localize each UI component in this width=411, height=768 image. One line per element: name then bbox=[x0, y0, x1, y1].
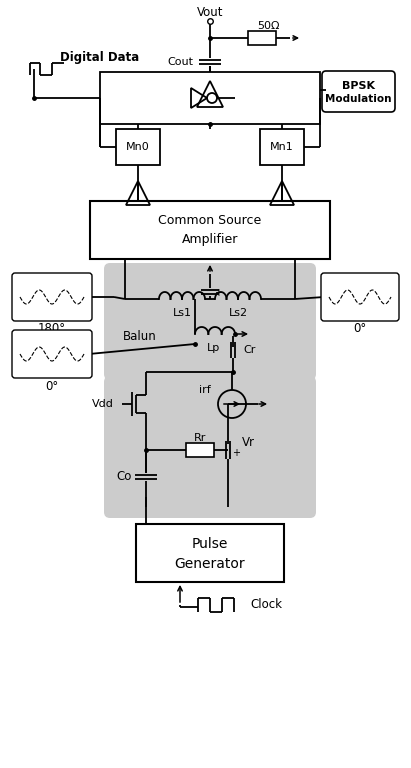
Bar bbox=[90, 201, 330, 259]
Text: 180°: 180° bbox=[38, 323, 66, 336]
Text: Clock: Clock bbox=[250, 598, 282, 611]
FancyBboxPatch shape bbox=[322, 71, 395, 112]
FancyBboxPatch shape bbox=[104, 263, 316, 380]
Text: Common Source: Common Source bbox=[158, 214, 262, 227]
Text: Mn0: Mn0 bbox=[126, 142, 150, 152]
Text: Digital Data: Digital Data bbox=[60, 51, 139, 64]
Text: Ls2: Ls2 bbox=[229, 308, 247, 318]
Text: +: + bbox=[214, 288, 222, 298]
Text: irf: irf bbox=[199, 385, 211, 395]
Text: Generator: Generator bbox=[175, 557, 245, 571]
Text: Cr: Cr bbox=[243, 345, 255, 355]
Text: BPSK: BPSK bbox=[342, 81, 374, 91]
FancyBboxPatch shape bbox=[12, 330, 92, 378]
Text: Lp: Lp bbox=[206, 343, 219, 353]
Bar bbox=[116, 129, 160, 165]
Text: Cout: Cout bbox=[167, 57, 193, 67]
Text: Vr: Vr bbox=[242, 435, 255, 449]
Text: Vout: Vout bbox=[197, 6, 223, 19]
Text: Rr: Rr bbox=[194, 433, 206, 443]
Text: Co: Co bbox=[117, 471, 132, 484]
Text: Amplifier: Amplifier bbox=[182, 233, 238, 246]
Bar bbox=[100, 72, 320, 124]
Text: +: + bbox=[232, 448, 240, 458]
Bar bbox=[186, 443, 214, 457]
Text: Modulation: Modulation bbox=[325, 94, 391, 104]
Text: Pulse: Pulse bbox=[192, 537, 228, 551]
Text: Ls1: Ls1 bbox=[173, 308, 192, 318]
Text: Mn1: Mn1 bbox=[270, 142, 294, 152]
Text: 0°: 0° bbox=[45, 379, 59, 392]
Text: 0°: 0° bbox=[353, 323, 367, 336]
Text: Balun: Balun bbox=[123, 330, 157, 343]
FancyBboxPatch shape bbox=[321, 273, 399, 321]
FancyBboxPatch shape bbox=[104, 376, 316, 518]
Text: 50Ω: 50Ω bbox=[257, 21, 279, 31]
FancyBboxPatch shape bbox=[12, 273, 92, 321]
Bar bbox=[260, 129, 304, 165]
Text: Vdd: Vdd bbox=[92, 399, 114, 409]
Bar bbox=[248, 31, 276, 45]
Bar bbox=[136, 524, 284, 582]
